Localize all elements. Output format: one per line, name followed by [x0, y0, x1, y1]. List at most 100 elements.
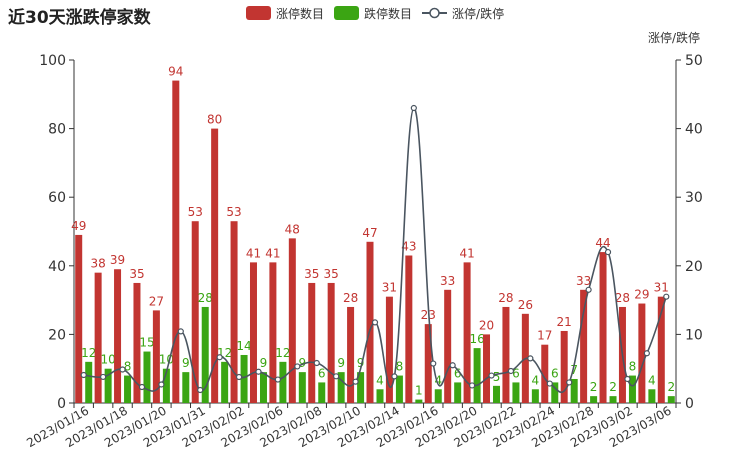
bar-up-label: 28 [343, 291, 358, 305]
bar-down [337, 372, 345, 403]
bar-down-label: 15 [139, 336, 154, 350]
bar-up [560, 330, 568, 403]
ratio-line [83, 107, 668, 394]
bar-up-label: 53 [188, 205, 203, 219]
bar-down-label: 2 [609, 380, 617, 394]
ratio-point [313, 359, 320, 367]
bar-down-label: 6 [512, 366, 520, 380]
bar-up [541, 344, 549, 403]
bar-down [104, 368, 112, 403]
ratio-point [197, 386, 204, 394]
ratio-point [294, 363, 301, 370]
bar-up-label: 35 [324, 267, 339, 281]
legend-item-up[interactable]: 涨停数目 [246, 5, 324, 22]
bar-down [279, 361, 287, 403]
bar-up [347, 306, 355, 403]
bar-down [473, 348, 481, 403]
bar-down [357, 372, 365, 403]
bar-up-label: 39 [110, 253, 125, 267]
bar-up [94, 272, 102, 403]
bar-up [133, 282, 141, 403]
bar-up [599, 252, 607, 403]
bar-down-label: 1 [415, 384, 423, 398]
bar-up-label: 33 [440, 274, 455, 288]
bar-up-label: 29 [634, 288, 649, 302]
bar-down [376, 389, 384, 403]
bar-down-label: 4 [648, 373, 656, 387]
bar-down [201, 306, 209, 403]
ratio-point [177, 328, 184, 335]
bar-up-label: 35 [129, 267, 144, 281]
bar-down [318, 382, 326, 403]
bar-down-label: 10 [159, 353, 174, 367]
ratio-point [235, 373, 243, 381]
ratio-point [138, 383, 146, 391]
bar-up [191, 221, 199, 403]
bar-up-label: 20 [479, 318, 494, 332]
ratio-point [624, 375, 631, 383]
y-left-tick-label: 20 [48, 327, 66, 343]
bar-up [327, 282, 335, 403]
ratio-point [527, 355, 534, 362]
bar-up-label: 17 [537, 329, 552, 343]
bar-up [152, 310, 160, 403]
y-right-tick-label: 10 [685, 327, 703, 343]
bar-down-label: 4 [376, 373, 384, 387]
bar-up-label: 26 [518, 298, 533, 312]
bar-up [444, 289, 452, 403]
bar-down-label: 6 [318, 366, 326, 380]
bar-down-label: 9 [299, 356, 307, 370]
ratio-point [604, 248, 612, 256]
bar-down [221, 361, 229, 403]
bar-up-label: 47 [362, 226, 377, 240]
bar-down-label: 7 [570, 363, 578, 377]
bar-up [172, 80, 180, 403]
bar-up-label: 41 [246, 246, 261, 260]
ratio-point [158, 381, 165, 388]
bar-up-label: 48 [285, 222, 300, 236]
bar-up [75, 234, 83, 403]
y-left-tick-label: 100 [39, 53, 66, 69]
ratio-point [449, 362, 456, 369]
bar-down-label: 9 [337, 356, 345, 370]
y-right-tick-label: 30 [685, 190, 703, 206]
bar-down-label: 12 [81, 346, 96, 360]
ratio-point [274, 376, 282, 383]
bar-down [551, 382, 559, 403]
bar-down [162, 368, 170, 403]
ratio-point [430, 360, 437, 367]
bar-down-label: 2 [590, 380, 598, 394]
y-left-tick-label: 80 [48, 122, 66, 138]
y-right-tick-label: 20 [685, 259, 703, 275]
bar-down-label: 14 [236, 339, 251, 353]
bar-down-label: 8 [396, 360, 404, 374]
ratio-point [119, 366, 126, 373]
bar-down [628, 375, 636, 403]
bar-up [269, 262, 277, 403]
bar-up [483, 334, 491, 403]
bar-up [405, 255, 413, 403]
bar-down-label: 6 [454, 366, 462, 380]
legend-item-down[interactable]: 跌停数目 [334, 5, 412, 22]
bar-up-label: 35 [304, 267, 319, 281]
bar-up [308, 282, 316, 403]
legend-item-ratio[interactable]: 涨停/跌停 [422, 5, 504, 22]
ratio-point [216, 354, 223, 361]
y-left-tick-label: 40 [48, 259, 66, 275]
bar-down-label: 2 [667, 380, 675, 394]
ratio-point [585, 286, 592, 293]
bar-up [580, 289, 588, 403]
ratio-point [410, 104, 417, 112]
bar-up-label: 38 [90, 257, 105, 271]
bar-up-label: 28 [615, 291, 630, 305]
bar-up-label: 41 [265, 246, 280, 260]
bar-down [395, 375, 403, 403]
ratio-point [663, 293, 670, 300]
bar-down [434, 389, 442, 403]
bar-down [124, 375, 132, 403]
legend: 涨停数目 跌停数目 涨停/跌停 [246, 4, 514, 22]
chart-title: 近30天涨跌停家数 [8, 8, 151, 28]
bar-up [638, 303, 646, 403]
bar-up [366, 241, 374, 403]
bar-down-label: 10 [100, 353, 115, 367]
